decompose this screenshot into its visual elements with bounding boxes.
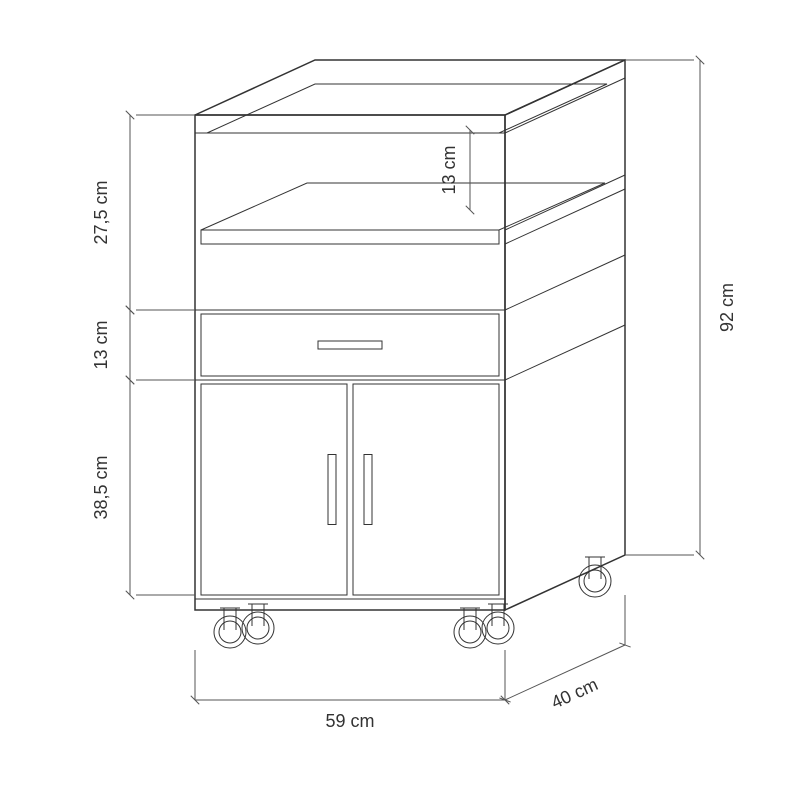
door-handle-right [364, 455, 372, 525]
door-right [353, 384, 499, 595]
dim-label-shelf_inset: 13 cm [439, 145, 459, 194]
door-left [201, 384, 347, 595]
door-handle-left [328, 455, 336, 525]
drawer-handle [318, 341, 382, 349]
dim-label-right_total: 92 cm [717, 283, 737, 332]
dim-label-bottom_depth: 40 cm [548, 674, 601, 713]
drawer-front [201, 314, 499, 376]
dim-label-left_lower: 38,5 cm [91, 455, 111, 519]
cabinet-drawing [195, 60, 625, 648]
dim-label-left_middle: 13 cm [91, 320, 111, 369]
dim-label-bottom_width: 59 cm [325, 711, 374, 731]
dim-label-left_upper: 27,5 cm [91, 180, 111, 244]
